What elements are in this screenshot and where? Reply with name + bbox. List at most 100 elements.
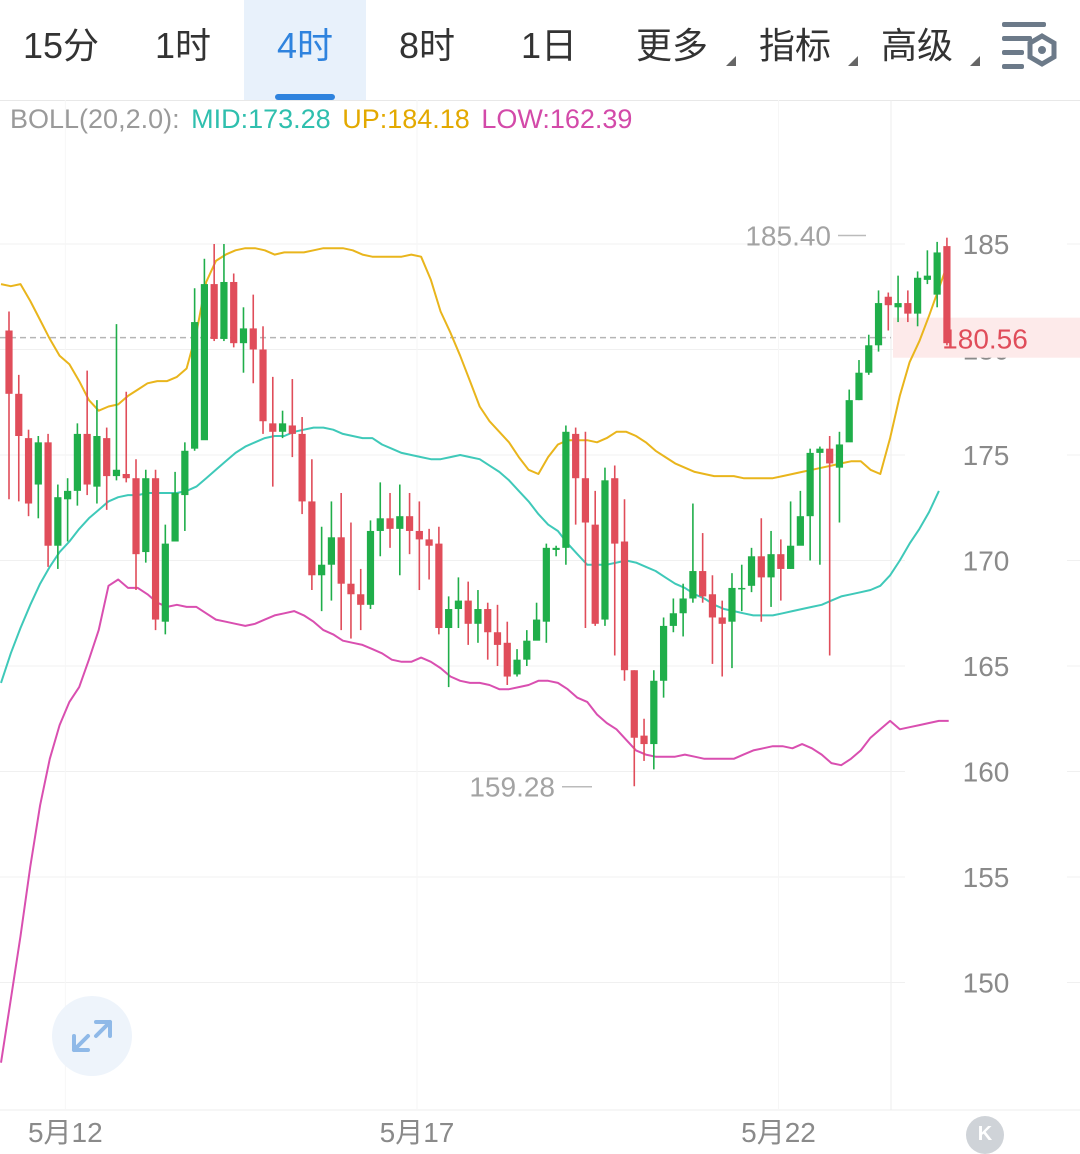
max-price-label: 185.40	[745, 221, 831, 252]
candle-body	[239, 328, 248, 344]
dropdown-caret-icon	[848, 56, 858, 66]
tab-7[interactable]: 高级	[856, 0, 980, 100]
candle-body	[366, 530, 375, 605]
y-tick-label: 185	[963, 229, 1010, 260]
candle-body	[933, 252, 941, 295]
candle-body	[787, 545, 795, 569]
candle-body	[904, 303, 912, 314]
active-tab-indicator	[275, 94, 335, 100]
tab-label: 1日	[520, 25, 578, 66]
tab-label: 指标	[758, 25, 831, 66]
candle-body	[376, 518, 384, 531]
candle-body	[5, 330, 13, 394]
candle-body	[806, 452, 814, 517]
candle-body	[708, 594, 717, 618]
y-tick-label: 165	[963, 651, 1010, 682]
candle-body	[835, 444, 844, 468]
tab-5[interactable]: 更多	[610, 0, 736, 100]
tab-label: 15分	[22, 25, 100, 66]
chart-settings-button[interactable]	[998, 14, 1062, 78]
candle-body	[191, 322, 199, 449]
candle-body	[640, 735, 648, 745]
candle-body	[552, 547, 560, 550]
candle-body	[288, 425, 296, 434]
y-tick-label: 170	[963, 546, 1010, 577]
boll-legend: BOLL(20,2.0): MID:173.28 UP:184.18 LOW:1…	[10, 104, 636, 135]
candle-body	[425, 539, 433, 546]
y-tick-label: 160	[963, 757, 1010, 788]
candle-body	[161, 543, 169, 622]
current-price-label: 180.56	[942, 324, 1028, 355]
candle-body	[591, 524, 599, 624]
candle-body	[894, 303, 902, 308]
tab-label: 8时	[398, 25, 456, 66]
candle-body	[581, 478, 590, 523]
boll-indicator-name: BOLL(20,2.0):	[10, 104, 180, 134]
candle-body	[220, 281, 228, 339]
candle-body	[151, 478, 160, 620]
candle-body	[777, 554, 785, 569]
candle-body	[200, 284, 208, 441]
boll-mid-line	[0, 426, 940, 684]
tab-6[interactable]: 指标	[734, 0, 858, 100]
tab-0[interactable]: 15分	[0, 0, 122, 100]
boll-up-line	[0, 247, 950, 480]
candle-body	[34, 442, 42, 485]
boll-mid-value: MID:173.28	[191, 104, 331, 134]
y-tick-label: 155	[963, 862, 1010, 893]
candle-body	[562, 431, 570, 548]
candle-body	[650, 680, 658, 745]
candle-body	[738, 587, 746, 590]
candle-body	[54, 497, 62, 546]
tab-1[interactable]: 1时	[122, 0, 244, 100]
candle-body	[572, 433, 580, 479]
candle-body	[659, 625, 668, 681]
dropdown-caret-icon	[726, 56, 736, 66]
candle-body	[278, 423, 287, 432]
candle-body	[816, 448, 824, 453]
candle-body	[542, 547, 550, 622]
candle-body	[855, 372, 863, 401]
candle-body	[630, 670, 638, 738]
settings-icon	[1002, 22, 1057, 69]
candle-body	[249, 328, 257, 350]
candle-body	[464, 600, 472, 624]
candle-body	[112, 469, 121, 477]
k-line-toggle-button[interactable]: K	[966, 1116, 1004, 1154]
current-price-tag	[893, 317, 1080, 358]
tab-label: 高级	[880, 25, 953, 66]
candlestick-chart[interactable]: 1851801751701651601551505月125月175月22180.…	[0, 100, 1080, 1148]
candle-body	[943, 246, 951, 344]
boll-low-value: LOW:162.39	[481, 104, 633, 134]
x-tick-label: 5月22	[741, 1117, 816, 1148]
candle-body	[435, 543, 443, 629]
candle-body	[718, 617, 726, 624]
candle-body	[601, 480, 609, 620]
candle-body	[318, 564, 326, 576]
candle-body	[171, 492, 179, 542]
candle-body	[308, 501, 316, 576]
interval-tab-bar: 15分 1时 4时 8时 1日 更多 指标 高级	[0, 0, 1080, 101]
candle-body	[445, 609, 453, 629]
x-tick-label: 5月17	[380, 1117, 455, 1148]
tab-4[interactable]: 1日	[488, 0, 610, 100]
candle-body	[620, 541, 629, 671]
candle-body	[747, 556, 756, 586]
candle-body	[210, 284, 218, 339]
candle-body	[357, 594, 365, 605]
boll-up-value: UP:184.18	[342, 104, 470, 134]
candle-body	[142, 478, 150, 553]
candle-body	[669, 613, 677, 626]
candle-body	[874, 303, 883, 346]
candle-body	[611, 478, 619, 544]
candle-body	[132, 478, 140, 555]
candle-body	[122, 473, 130, 479]
candle-body	[73, 433, 81, 491]
tab-2[interactable]: 4时	[244, 0, 366, 100]
candle-body	[728, 587, 736, 622]
expand-arrows-icon	[72, 1020, 112, 1052]
candle-body	[503, 642, 511, 677]
candle-body	[269, 423, 277, 432]
tab-3[interactable]: 8时	[366, 0, 488, 100]
expand-chart-button[interactable]	[52, 996, 132, 1076]
